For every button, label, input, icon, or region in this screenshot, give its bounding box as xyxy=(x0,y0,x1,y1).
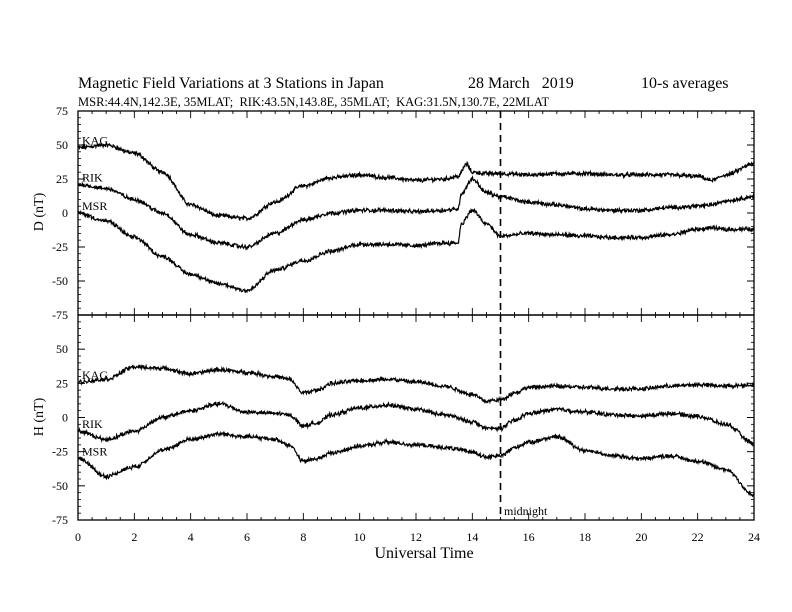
h-y-tick-label: -75 xyxy=(52,513,68,527)
d-y-tick-label: 25 xyxy=(56,172,68,186)
chart-title: Magnetic Field Variations at 3 Stations … xyxy=(78,75,384,92)
h-label-kag: KAG xyxy=(82,368,108,382)
d-series-msr xyxy=(77,207,755,294)
x-tick-label: 10 xyxy=(354,530,366,544)
x-axis-title: Universal Time xyxy=(374,545,473,562)
x-tick-label: 6 xyxy=(244,530,250,544)
d-y-tick-label: 75 xyxy=(56,104,68,118)
x-tick-label: 2 xyxy=(131,530,137,544)
h-axis-title: H (nT) xyxy=(32,397,47,436)
d-label-rik: RIK xyxy=(82,170,103,184)
d-y-tick-label: -25 xyxy=(52,240,68,254)
x-tick-label: 14 xyxy=(466,530,478,544)
h-y-tick-label: 25 xyxy=(56,376,68,390)
h-series-rik xyxy=(77,400,755,447)
midnight-label: midnight xyxy=(504,504,548,518)
x-tick-label: 16 xyxy=(523,530,535,544)
x-tick-label: 24 xyxy=(748,530,760,544)
chart-subtitle: MSR:44.4N,142.3E, 35MLAT; RIK:43.5N,143.… xyxy=(78,95,550,109)
h-series-kag xyxy=(77,363,755,405)
x-tick-label: 20 xyxy=(635,530,647,544)
d-axis-title: D (nT) xyxy=(32,192,47,231)
x-tick-label: 18 xyxy=(579,530,591,544)
h-panel-frame xyxy=(77,314,755,521)
x-tick-label: 22 xyxy=(692,530,704,544)
h-y-tick-label: 50 xyxy=(56,342,68,356)
d-series-rik xyxy=(77,175,755,251)
d-label-msr: MSR xyxy=(82,199,107,213)
h-y-tick-label: -25 xyxy=(52,445,68,459)
x-tick-label: 12 xyxy=(410,530,422,544)
h-y-tick-label: -50 xyxy=(52,479,68,493)
h-label-msr: MSR xyxy=(82,445,107,459)
x-axis-tick-labels: 0 2 4 6 8 10 12 14 16 18 20 22 24 xyxy=(75,530,760,544)
d-y-tick-label: 0 xyxy=(62,206,68,220)
d-label-kag: KAG xyxy=(82,134,108,148)
d-y-tick-label: -75 xyxy=(52,308,68,322)
h-series-msr xyxy=(77,430,755,498)
d-component-panel: 75 50 25 0 -25 -50 -75 KAG RIK MSR xyxy=(52,104,755,322)
d-y-tick-label: 50 xyxy=(56,138,68,152)
chart-averaging: 10-s averages xyxy=(641,75,729,92)
x-tick-label: 0 xyxy=(75,530,81,544)
h-component-panel: 50 25 0 -25 -50 -75 KAG RIK MSR xyxy=(52,314,755,527)
d-y-tick-label: -50 xyxy=(52,274,68,288)
chart-date: 28 March 2019 xyxy=(468,75,574,92)
d-series-kag xyxy=(77,142,755,222)
x-tick-label: 4 xyxy=(188,530,194,544)
x-tick-label: 8 xyxy=(300,530,306,544)
h-y-tick-label: 0 xyxy=(62,411,68,425)
h-label-rik: RIK xyxy=(82,417,103,431)
